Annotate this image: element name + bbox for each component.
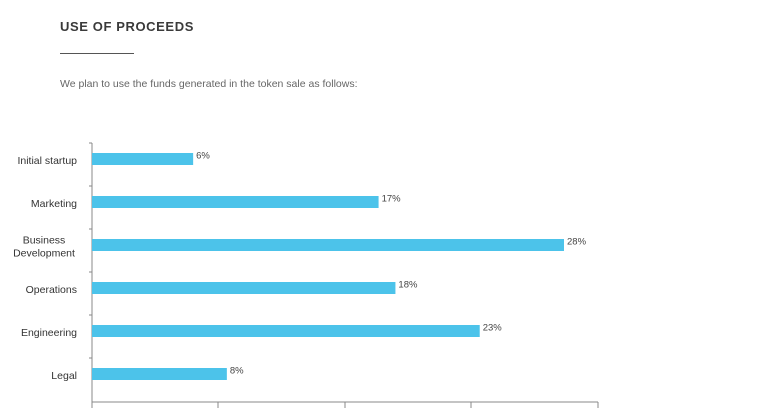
bar-operations [92, 282, 396, 294]
value-label: 28% [567, 237, 587, 248]
bar-marketing [92, 196, 379, 208]
value-label: 23% [483, 323, 503, 334]
category-label-line: Business [23, 235, 66, 247]
category-label-line: Engineering [21, 327, 77, 339]
value-label: 8% [230, 366, 244, 377]
page-title: USE OF PROCEEDS [60, 19, 194, 34]
category-label: Engineering [21, 327, 77, 339]
category-label-line: Operations [26, 284, 77, 296]
category-label: Legal [51, 370, 77, 382]
value-label: 17% [382, 194, 402, 205]
category-label: Marketing [31, 198, 77, 210]
title-underline [60, 53, 134, 54]
category-label: Initial startup [17, 155, 77, 167]
bar-initial-startup [92, 153, 194, 165]
category-label-line: Development [13, 248, 75, 260]
bar-legal [92, 368, 227, 380]
value-label: 6% [196, 151, 210, 162]
category-label-line: Initial startup [17, 155, 77, 167]
intro-text: We plan to use the funds generated in th… [60, 78, 358, 90]
category-label: Business Development [13, 235, 75, 260]
value-label: 18% [398, 280, 418, 291]
bar-business-development [92, 239, 564, 251]
category-label: Operations [26, 284, 77, 296]
bar-engineering [92, 325, 480, 337]
category-label-line: Legal [51, 370, 77, 382]
category-label-line: Marketing [31, 198, 77, 210]
